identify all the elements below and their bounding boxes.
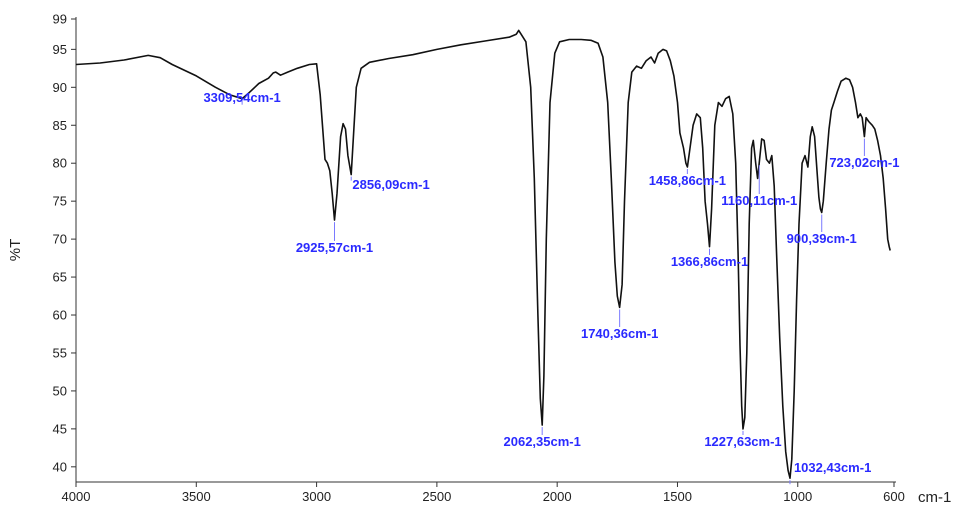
peak-label: 900,39cm-1	[787, 231, 857, 246]
x-tick-label: 3500	[182, 489, 211, 504]
peak-annotation: 2925,57cm-1	[296, 222, 373, 255]
x-axis-ticks: 4000 3500 3000 2500 2000 1500 1000 600	[62, 482, 905, 504]
x-tick-label: 1500	[663, 489, 692, 504]
x-tick-label: 3000	[302, 489, 331, 504]
peak-annotation: 1227,63cm-1	[704, 430, 782, 449]
peak-label: 1160,11cm-1	[721, 193, 797, 208]
y-axis-title: %T	[7, 239, 24, 262]
y-tick-label: 45	[53, 421, 67, 436]
y-tick-label: 65	[53, 270, 67, 285]
peak-label: 2856,09cm-1	[352, 177, 429, 192]
y-tick-label: 99	[53, 12, 67, 27]
series-layer	[75, 29, 891, 479]
y-tick-label: 90	[53, 80, 67, 95]
x-axis-title: cm-1	[918, 489, 951, 506]
peak-label: 2925,57cm-1	[296, 240, 373, 255]
y-tick-label: 85	[53, 118, 67, 133]
peak-annotation: 1366,86cm-1	[671, 248, 748, 269]
peak-label: 1458,86cm-1	[649, 173, 726, 188]
y-tick-label: 70	[53, 232, 67, 247]
peak-label: 1227,63cm-1	[704, 434, 781, 449]
peak-annotation: 723,02cm-1	[829, 138, 899, 170]
peak-label: 723,02cm-1	[829, 155, 899, 170]
peak-label: 1740,36cm-1	[581, 326, 658, 341]
x-tick-label: 1000	[783, 489, 812, 504]
y-tick-label: 95	[53, 42, 67, 57]
axes	[75, 17, 896, 483]
peak-annotation: 1032,43cm-1	[789, 460, 871, 485]
x-tick-label: 4000	[62, 489, 91, 504]
y-tick-label: 55	[53, 345, 67, 360]
y-tick-label: 50	[53, 383, 67, 398]
peak-annotation: 2856,09cm-1	[350, 176, 430, 192]
peak-annotation: 1458,86cm-1	[649, 169, 726, 188]
peak-label: 3309,54cm-1	[203, 90, 280, 105]
peak-annotations: 3309,54cm-1 2925,57cm-1 2856,09cm-1 2062,35…	[203, 90, 899, 485]
peak-annotation: 1160,11cm-1	[721, 165, 797, 208]
peak-annotation: 1740,36cm-1	[581, 309, 658, 341]
x-tick-label: 2500	[422, 489, 451, 504]
y-tick-label: 40	[53, 459, 67, 474]
peak-label: 1366,86cm-1	[671, 254, 748, 269]
peak-annotation: 2062,35cm-1	[504, 427, 581, 449]
peak-annotation: 3309,54cm-1	[203, 90, 280, 105]
peak-annotation: 900,39cm-1	[787, 214, 857, 246]
y-tick-label: 75	[53, 194, 67, 209]
x-tick-label: 2000	[543, 489, 572, 504]
peak-label: 1032,43cm-1	[794, 460, 871, 475]
peak-label: 2062,35cm-1	[504, 434, 581, 449]
spectrum-line-0	[75, 29, 891, 479]
y-tick-label: 60	[53, 308, 67, 323]
y-tick-label: 80	[53, 156, 67, 171]
y-axis-ticks: 40 45 50 55 60 65 70 75 80 85 90 95 99	[53, 12, 76, 474]
x-tick-label: 600	[883, 489, 905, 504]
